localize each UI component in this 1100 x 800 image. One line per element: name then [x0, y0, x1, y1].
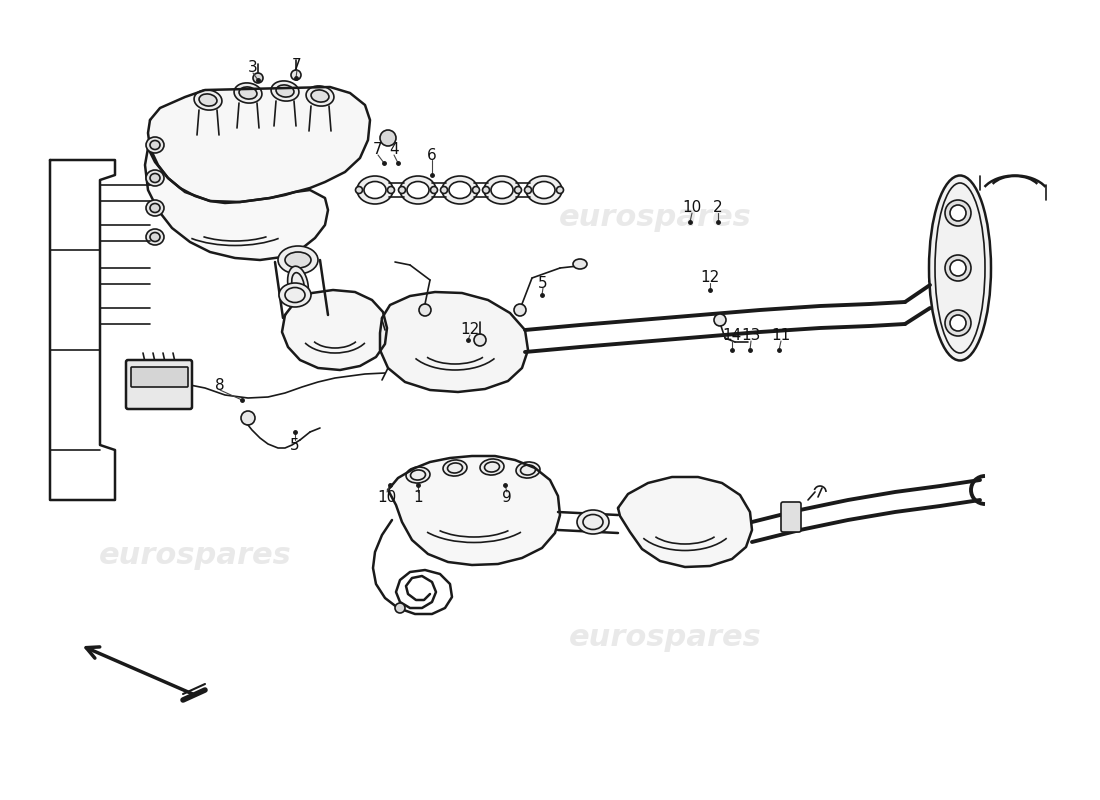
FancyBboxPatch shape [126, 360, 192, 409]
Text: 14: 14 [723, 329, 741, 343]
Ellipse shape [491, 182, 513, 198]
Polygon shape [618, 477, 752, 567]
Ellipse shape [950, 315, 966, 331]
Ellipse shape [199, 94, 217, 106]
Text: eurospares: eurospares [99, 541, 292, 570]
Ellipse shape [930, 175, 991, 361]
Ellipse shape [146, 200, 164, 216]
Ellipse shape [480, 459, 504, 475]
Ellipse shape [714, 314, 726, 326]
Ellipse shape [278, 246, 318, 274]
Ellipse shape [407, 182, 429, 198]
Ellipse shape [150, 174, 160, 182]
Ellipse shape [950, 260, 966, 276]
Ellipse shape [443, 460, 468, 476]
Text: 3: 3 [249, 61, 257, 75]
Text: 8: 8 [216, 378, 224, 393]
Ellipse shape [440, 186, 448, 194]
Ellipse shape [241, 411, 255, 425]
Ellipse shape [473, 186, 480, 194]
Ellipse shape [515, 186, 521, 194]
Ellipse shape [150, 203, 160, 213]
Polygon shape [282, 290, 387, 370]
Ellipse shape [398, 186, 406, 194]
Ellipse shape [150, 233, 160, 242]
Ellipse shape [483, 186, 490, 194]
Ellipse shape [419, 304, 431, 316]
FancyBboxPatch shape [131, 367, 188, 387]
Text: 1: 1 [414, 490, 422, 505]
Ellipse shape [311, 90, 329, 102]
Ellipse shape [387, 186, 395, 194]
Text: eurospares: eurospares [569, 623, 761, 653]
Text: 10: 10 [682, 201, 702, 215]
Ellipse shape [146, 170, 164, 186]
Ellipse shape [355, 186, 363, 194]
Ellipse shape [234, 83, 262, 103]
Ellipse shape [292, 70, 301, 80]
Text: 6: 6 [427, 147, 437, 162]
Polygon shape [148, 87, 370, 203]
Text: 10: 10 [377, 490, 397, 505]
Ellipse shape [239, 87, 257, 99]
Text: eurospares: eurospares [559, 203, 751, 233]
Text: 7: 7 [373, 142, 383, 158]
Text: 12: 12 [701, 270, 719, 286]
Ellipse shape [364, 182, 386, 198]
Ellipse shape [379, 130, 396, 146]
Text: 11: 11 [771, 329, 791, 343]
Ellipse shape [950, 205, 966, 221]
Ellipse shape [534, 182, 556, 198]
FancyBboxPatch shape [781, 502, 801, 532]
Ellipse shape [474, 334, 486, 346]
Ellipse shape [306, 86, 334, 106]
Ellipse shape [526, 176, 562, 204]
Text: 4: 4 [389, 142, 399, 158]
Ellipse shape [525, 186, 531, 194]
Ellipse shape [194, 90, 222, 110]
Ellipse shape [484, 176, 520, 204]
Ellipse shape [271, 81, 299, 101]
Ellipse shape [557, 186, 563, 194]
Ellipse shape [442, 176, 478, 204]
Text: 13: 13 [741, 329, 761, 343]
Text: 9: 9 [502, 490, 512, 505]
Text: 12: 12 [461, 322, 480, 338]
Ellipse shape [287, 266, 308, 304]
Ellipse shape [514, 304, 526, 316]
Ellipse shape [430, 186, 438, 194]
Ellipse shape [276, 85, 294, 97]
Ellipse shape [285, 252, 311, 268]
Ellipse shape [516, 462, 540, 478]
Ellipse shape [395, 603, 405, 613]
Ellipse shape [945, 200, 971, 226]
Text: 5: 5 [538, 275, 548, 290]
Ellipse shape [449, 182, 471, 198]
Polygon shape [145, 148, 328, 260]
Ellipse shape [150, 141, 160, 150]
Ellipse shape [279, 283, 311, 307]
Ellipse shape [573, 259, 587, 269]
Text: 7: 7 [293, 58, 301, 73]
Ellipse shape [945, 255, 971, 281]
Ellipse shape [406, 467, 430, 483]
Ellipse shape [945, 310, 971, 336]
Ellipse shape [146, 229, 164, 245]
Ellipse shape [146, 137, 164, 153]
Text: 2: 2 [713, 201, 723, 215]
Ellipse shape [400, 176, 436, 204]
Polygon shape [379, 292, 528, 392]
Text: 5: 5 [290, 438, 300, 453]
Ellipse shape [253, 73, 263, 83]
Ellipse shape [358, 176, 393, 204]
Polygon shape [388, 456, 560, 565]
Ellipse shape [578, 510, 609, 534]
